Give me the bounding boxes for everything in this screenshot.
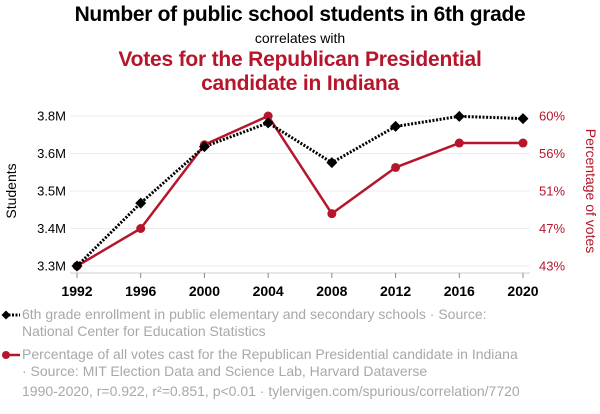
right-axis-title: Percentage of votes — [583, 129, 599, 254]
axis-labels: 3.3M 43% 3.4M 47% 3.5M 51% 3.6M 56% 3.8M 60% 1992 1… — [3, 109, 599, 300]
x-tick-label: 2000 — [189, 283, 220, 299]
series-enrollment-point — [71, 260, 83, 272]
series-enrollment-point — [262, 117, 274, 129]
series-votes-point — [327, 209, 337, 219]
chart-title: Number of public school students in 6th … — [74, 3, 526, 26]
x-tick-label: 1996 — [125, 283, 156, 299]
chart-title-secondary-line1: Votes for the Republican Presidential — [118, 48, 482, 71]
chart-subtitle: correlates with — [254, 30, 346, 46]
x-tick-label: 2016 — [444, 283, 475, 299]
legend-line: · Source: MIT Election Data and Science … — [22, 363, 428, 379]
x-tick-label: 2020 — [507, 283, 538, 299]
series-enrollment-point — [326, 157, 338, 169]
legend-text-votes: Percentage of all votes cast for the Rep… — [22, 346, 542, 380]
series-enrollment-point — [135, 197, 147, 209]
legend-line: Percentage of all votes cast for the Rep… — [22, 346, 518, 362]
series-votes-point — [454, 138, 464, 148]
legend-marker-circle-line-icon — [2, 351, 20, 359]
line-chart: 3.3M 43% 3.4M 47% 3.5M 51% 3.6M 56% 3.8M 60% 1992 1… — [3, 109, 599, 300]
x-tick-label: 1992 — [61, 283, 92, 299]
x-tick-label: 2012 — [380, 283, 411, 299]
series-enrollment-point — [453, 110, 465, 122]
x-tick-label: 2008 — [316, 283, 347, 299]
right-tick-label: 47% — [539, 221, 565, 236]
grid-lines — [70, 115, 530, 267]
series-enrollment-point — [198, 141, 210, 153]
chart-title-secondary: Votes for the Republican Presidential ca… — [0, 48, 600, 96]
left-tick-label: 3.8M — [37, 109, 66, 124]
left-tick-label: 3.6M — [37, 146, 66, 161]
series-votes-point — [518, 138, 528, 148]
series-votes-point — [391, 162, 401, 172]
series-group — [71, 110, 529, 272]
chart-title-secondary-line2: candidate in Indiana — [201, 72, 399, 95]
right-tick-label: 51% — [539, 184, 565, 199]
axes — [70, 272, 530, 278]
left-tick-label: 3.3M — [37, 259, 66, 274]
legend-line: National Center for Education Statistics — [22, 323, 266, 339]
right-tick-label: 56% — [539, 146, 565, 161]
left-tick-label: 3.5M — [37, 184, 66, 199]
series-enrollment-point — [517, 113, 529, 125]
series-votes-point — [263, 111, 273, 121]
series-votes-line — [76, 114, 523, 268]
legend-marker-diamond-dotted-icon — [1, 310, 20, 320]
left-tick-label: 3.4M — [37, 221, 66, 236]
x-tick-label: 2004 — [253, 283, 284, 299]
legend-line: 6th grade enrollment in public elementar… — [22, 306, 487, 322]
series-votes-point — [136, 224, 146, 233]
series-enrollment-point — [390, 120, 402, 132]
footer-stats: 1990-2020, r=0.922, r²=0.851, p<0.01 · t… — [22, 383, 520, 399]
left-axis-title: Students — [3, 163, 19, 218]
legend-text-enrollment: 6th grade enrollment in public elementar… — [22, 306, 542, 340]
right-tick-label: 60% — [539, 109, 565, 124]
right-tick-label: 43% — [539, 259, 565, 274]
